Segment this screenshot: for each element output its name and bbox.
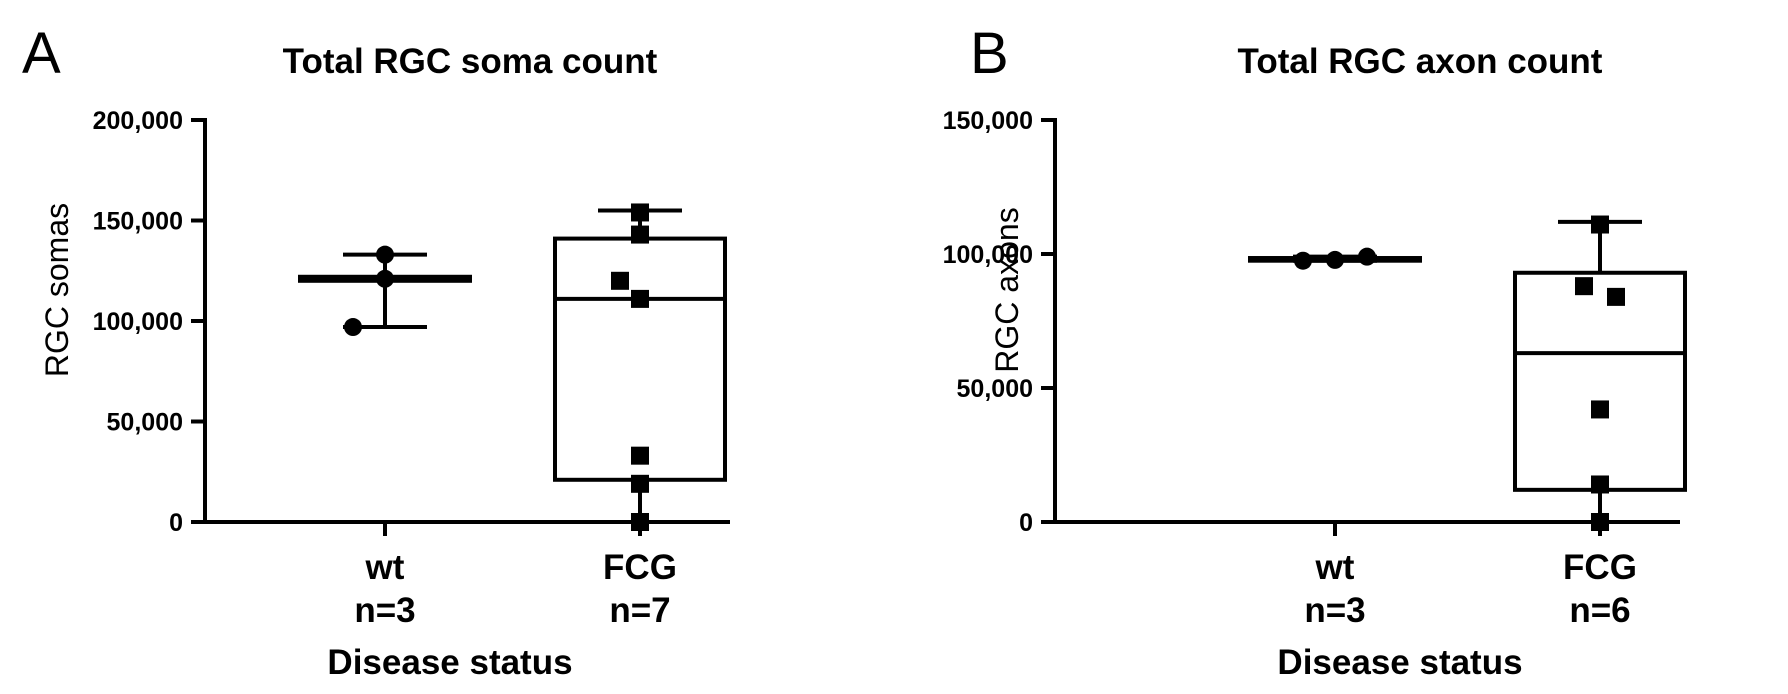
- data-point: [631, 474, 649, 493]
- y-axis-label-a: RGC somas: [39, 203, 75, 377]
- data-point: [376, 245, 394, 264]
- data-point: [1591, 400, 1609, 419]
- n-label: n=6: [1569, 591, 1630, 630]
- y-tick-label: 0: [169, 509, 183, 537]
- data-point: [1294, 251, 1312, 270]
- data-point: [631, 446, 649, 465]
- data-point: [1575, 277, 1593, 296]
- y-tick-label: 50,000: [107, 409, 183, 437]
- data-point: [376, 269, 394, 288]
- data-point: [631, 513, 649, 531]
- y-tick-label: 150,000: [93, 208, 183, 236]
- n-label: n=3: [354, 591, 415, 630]
- panel-b: B Total RGC axon count RGC axons Disease…: [943, 21, 1687, 682]
- y-tick-label: 100,000: [93, 308, 183, 336]
- data-point: [631, 225, 649, 244]
- chart-title-b: Total RGC axon count: [1238, 42, 1603, 81]
- panel-a: A Total RGC soma count RGC somas Disease…: [22, 21, 730, 682]
- data-point: [344, 318, 362, 337]
- data-point: [631, 289, 649, 308]
- data-point: [631, 203, 649, 222]
- box: [553, 236, 727, 482]
- n-label: n=3: [1304, 591, 1365, 630]
- plot-area-b: 0 50,000 100,000 150,000 wt n=3 FCG n=6: [943, 107, 1687, 630]
- y-tick-label: 0: [1019, 509, 1033, 537]
- data-point: [611, 271, 629, 290]
- data-point: [1358, 247, 1376, 266]
- plot-area-a: 0 50,000 100,000 150,000 200,000 wt n=3 FCG n=7: [93, 107, 730, 630]
- y-axis-label-b: RGC axons: [989, 207, 1025, 372]
- panel-letter-a: A: [22, 21, 61, 86]
- data-point: [1326, 250, 1344, 269]
- data-point: [1591, 513, 1609, 531]
- panel-letter-b: B: [970, 21, 1009, 86]
- y-tick-label: 150,000: [943, 107, 1033, 135]
- x-axis-label-a: Disease status: [327, 643, 572, 682]
- x-axis-label-b: Disease status: [1277, 643, 1522, 682]
- data-point: [1591, 215, 1609, 234]
- category-label: FCG: [1563, 548, 1637, 587]
- y-tick-label: 100,000: [943, 241, 1033, 269]
- category-label: FCG: [603, 548, 677, 587]
- category-label: wt: [365, 548, 405, 587]
- data-point: [1591, 475, 1609, 494]
- category-label: wt: [1315, 548, 1355, 587]
- y-tick-label: 200,000: [93, 107, 183, 135]
- data-point: [1607, 287, 1625, 306]
- n-label: n=7: [609, 591, 670, 630]
- y-tick-label: 50,000: [957, 375, 1033, 403]
- chart-title-a: Total RGC soma count: [283, 42, 658, 81]
- box: [1513, 270, 1687, 492]
